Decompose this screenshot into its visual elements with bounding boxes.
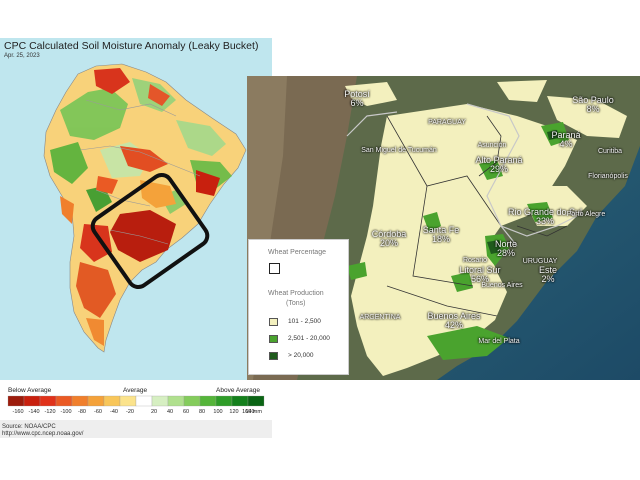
scale-swatch (199, 395, 217, 407)
legend-item-label: 101 - 2,500 (288, 318, 321, 325)
scale-tick-label: 100 (213, 409, 223, 415)
map-date: Apr. 25, 2023 (4, 53, 40, 59)
province-boundaries (386, 115, 568, 317)
scale-swatch (231, 395, 249, 407)
place-label: Litoral Sur 56% (459, 265, 501, 284)
place-label: ARGENTINA (359, 314, 401, 321)
source-box (0, 420, 272, 438)
source-credit: Source: NOAA/CPC http://www.cpc.ncep.noa… (2, 424, 83, 438)
scale-swatch (167, 395, 185, 407)
scale-tick-label: -140 (28, 409, 40, 415)
legend-percentage-title: Wheat Percentage (268, 249, 326, 256)
scale-swatch (7, 395, 25, 407)
percentage-swatch-icon (269, 263, 280, 274)
legend-item-label: 2,501 - 20,000 (288, 335, 330, 342)
place-label: Córdoba 20% (371, 229, 407, 248)
scale-swatch (103, 395, 121, 407)
place-label: Asunción (477, 142, 507, 149)
place-label: Alto Paraná 29% (475, 155, 523, 174)
scale-tick-label: 160 mm (242, 409, 262, 415)
country-boundaries (346, 103, 578, 247)
place-label: Mar del Plata (478, 338, 520, 345)
scale-tick-label: 20 (150, 409, 158, 415)
dry-anomaly-areas (60, 68, 220, 346)
legend-swatch (269, 352, 278, 360)
scale-tick-label: 140 (245, 409, 255, 415)
legend-item-label: > 20,000 (288, 352, 314, 359)
place-label: São Paulo 8% (572, 95, 614, 114)
source-line-1: Source: NOAA/CPC (2, 424, 56, 430)
scale-below-label: Below Average (8, 387, 52, 394)
scale-tick-label: -160 (12, 409, 24, 415)
scale-swatch (87, 395, 105, 407)
scale-swatch (183, 395, 201, 407)
place-label: Paraná 4% (551, 130, 581, 149)
place-label: San Miguel de Tucumán (361, 147, 437, 154)
scale-swatch (23, 395, 41, 407)
scale-tick-label: 120 (229, 409, 239, 415)
place-label: Potosí 6% (344, 89, 370, 108)
wheat-legend: Wheat Percentage Wheat Production (Tons)… (248, 239, 349, 375)
place-label: Norte 28% (494, 239, 518, 258)
wheat-areas-high (487, 130, 559, 254)
place-label: Buenos Aires 42% (427, 311, 481, 330)
scale-tick-label: 60 (182, 409, 190, 415)
source-line-2: http://www.cpc.ncep.noaa.gov/ (2, 431, 84, 437)
place-label: Curitiba (597, 148, 623, 155)
place-label: Buenos Aires (481, 282, 523, 289)
scale-average-label: Average (123, 387, 148, 394)
legend-swatch (269, 335, 278, 343)
place-label: Rio Grande do Sul 33% (507, 207, 583, 226)
scale-swatch (55, 395, 73, 407)
scale-swatch (135, 395, 153, 407)
scale-above-label: Above Average (216, 387, 260, 394)
scale-swatch (39, 395, 57, 407)
legend-production-title: Wheat Production (268, 290, 324, 297)
place-label: Rosario (462, 257, 488, 264)
place-label: PARAGUAY (428, 119, 466, 126)
soil-moisture-map-panel (0, 38, 272, 440)
wet-anomaly-areas (50, 78, 232, 214)
place-label: URUGUAY (522, 258, 558, 265)
place-label: Este 2% (538, 265, 558, 284)
scale-swatch (215, 395, 233, 407)
wheat-areas-low (345, 80, 627, 376)
wheat-areas-mid (347, 122, 569, 360)
scale-tick-label: -100 (60, 409, 72, 415)
highlight-box (90, 172, 210, 290)
scale-tick-label: 80 (198, 409, 206, 415)
scale-swatch (247, 395, 265, 407)
soil-moisture-map (0, 38, 272, 438)
scale-tick-label: -120 (44, 409, 56, 415)
place-label: Florianópolis (588, 173, 628, 180)
place-label: Porto Alegre (566, 211, 606, 218)
map-title: CPC Calculated Soil Moisture Anomaly (Le… (4, 40, 259, 52)
scale-swatch (119, 395, 137, 407)
scale-swatch (71, 395, 89, 407)
scale-tick-label: -60 (94, 409, 102, 415)
place-label: Santa Fe 18% (422, 225, 460, 244)
scale-swatch (151, 395, 169, 407)
scale-tick-label: -20 (126, 409, 134, 415)
legend-swatch (269, 318, 278, 326)
scale-tick-label: 40 (166, 409, 174, 415)
legend-production-unit: (Tons) (286, 300, 306, 307)
anomaly-color-scale (7, 395, 265, 407)
scale-tick-label: -40 (110, 409, 118, 415)
scale-tick-label: -80 (78, 409, 86, 415)
